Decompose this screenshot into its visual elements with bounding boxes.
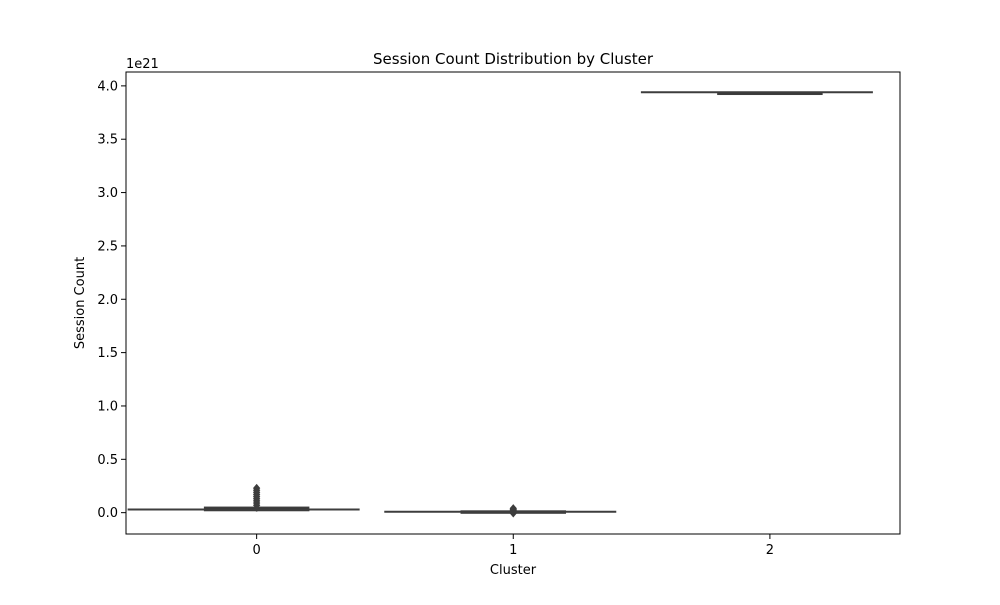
y-tick-label: 0.5 bbox=[97, 453, 118, 468]
y-tick-label: 2.0 bbox=[97, 293, 118, 308]
y-tick-label: 3.5 bbox=[97, 133, 118, 148]
box-0 bbox=[127, 483, 360, 512]
y-offset-label: 1e21 bbox=[126, 57, 159, 72]
outlier-point bbox=[252, 483, 261, 493]
x-tick-label: 0 bbox=[252, 543, 260, 558]
y-tick-label: 2.5 bbox=[97, 239, 118, 254]
plot-area: 0.0 0.5 1.0 1.5 2.0 2.5 3.0 3.5 4.0 0 1 2 bbox=[97, 79, 873, 558]
y-tick-label: 1.0 bbox=[97, 399, 118, 414]
plot-frame bbox=[125, 71, 901, 535]
y-tick-label: 3.0 bbox=[97, 186, 118, 201]
box-2 bbox=[640, 91, 873, 96]
x-tick-label: 1 bbox=[509, 543, 517, 558]
y-tick-label: 1.5 bbox=[97, 346, 118, 361]
y-tick-label: 0.0 bbox=[97, 506, 118, 521]
outlier-point bbox=[509, 504, 517, 513]
y-tick-label: 4.0 bbox=[97, 79, 118, 94]
x-tick-label: 2 bbox=[766, 543, 774, 558]
y-axis-label: Session Count bbox=[73, 257, 88, 349]
box-1 bbox=[384, 504, 617, 518]
chart-title: Session Count Distribution by Cluster bbox=[373, 50, 654, 68]
x-axis-label: Cluster bbox=[490, 563, 537, 578]
